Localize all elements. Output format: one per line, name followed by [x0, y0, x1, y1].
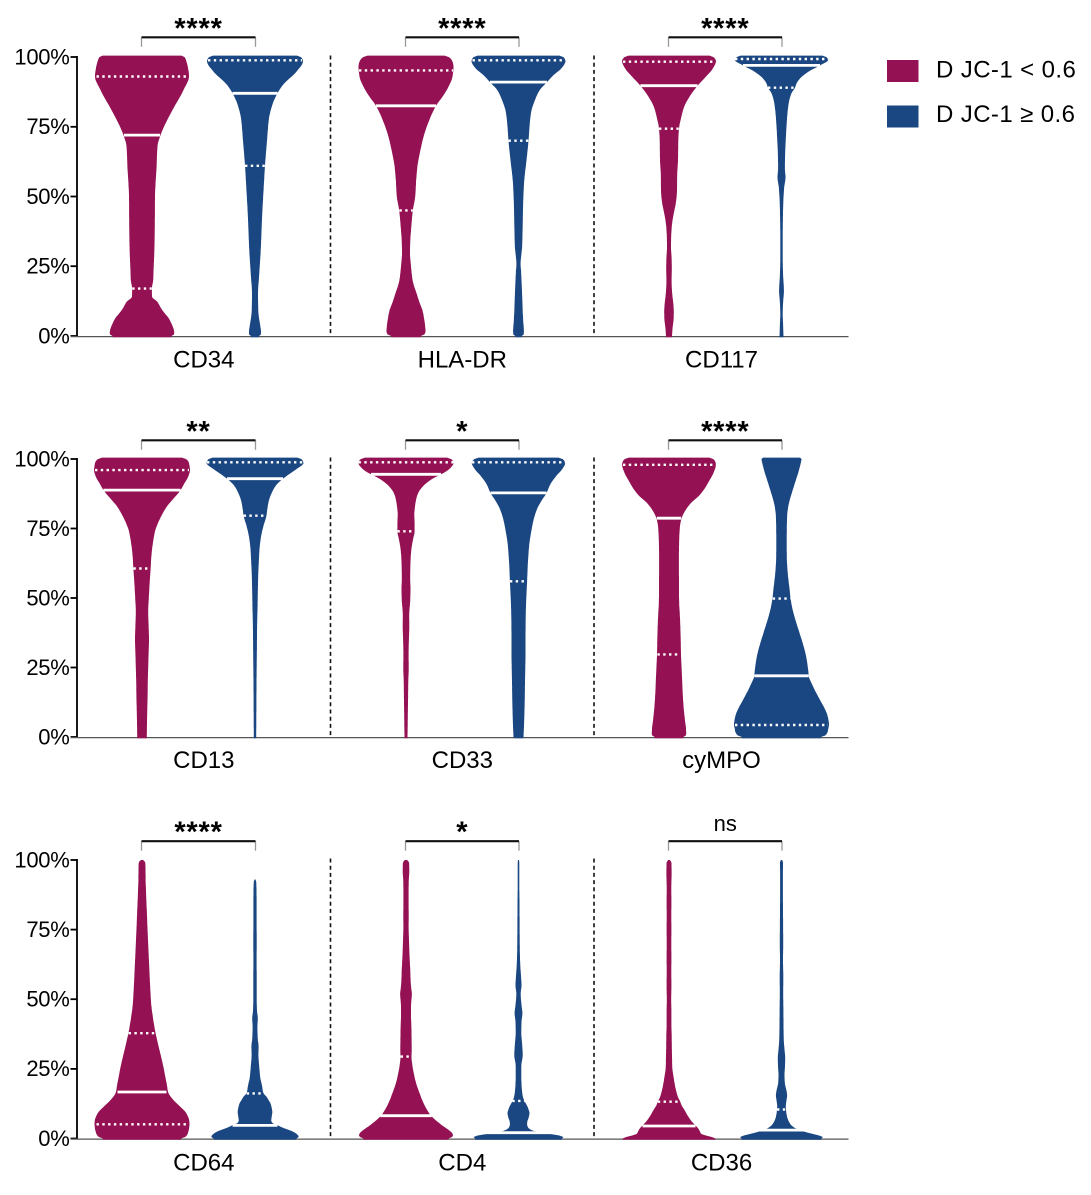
svg-text:0%: 0% — [38, 724, 69, 749]
svg-text:75%: 75% — [26, 917, 69, 942]
svg-text:0%: 0% — [38, 323, 69, 348]
svg-text:CD117: CD117 — [685, 347, 758, 374]
svg-text:**: ** — [186, 416, 210, 448]
svg-text:CD13: CD13 — [173, 747, 234, 774]
svg-text:0%: 0% — [38, 1126, 69, 1151]
svg-text:****: **** — [174, 817, 222, 849]
svg-text:50%: 50% — [26, 585, 69, 610]
svg-text:*: * — [456, 817, 468, 849]
svg-text:100%: 100% — [14, 44, 69, 69]
svg-text:D JC-1 < 0.6: D JC-1 < 0.6 — [936, 57, 1076, 84]
svg-text:ns: ns — [714, 811, 737, 836]
svg-text:D JC-1 ≥ 0.6: D JC-1 ≥ 0.6 — [936, 101, 1075, 128]
svg-text:HLA-DR: HLA-DR — [418, 347, 507, 374]
svg-text:CD4: CD4 — [438, 1150, 486, 1177]
svg-text:****: **** — [701, 416, 749, 448]
svg-text:cyMPO: cyMPO — [682, 747, 761, 774]
svg-text:25%: 25% — [26, 253, 69, 278]
svg-text:50%: 50% — [26, 986, 69, 1011]
svg-text:CD36: CD36 — [691, 1150, 752, 1177]
svg-text:75%: 75% — [26, 516, 69, 541]
svg-text:****: **** — [438, 13, 486, 45]
svg-text:25%: 25% — [26, 655, 69, 680]
svg-text:CD33: CD33 — [432, 747, 493, 774]
svg-text:100%: 100% — [14, 446, 69, 471]
svg-text:CD34: CD34 — [173, 347, 234, 374]
svg-text:25%: 25% — [26, 1056, 69, 1081]
svg-text:50%: 50% — [26, 184, 69, 209]
svg-text:****: **** — [701, 13, 749, 45]
svg-text:CD64: CD64 — [173, 1150, 234, 1177]
svg-text:100%: 100% — [14, 847, 69, 872]
svg-text:75%: 75% — [26, 114, 69, 139]
svg-text:*: * — [456, 416, 468, 448]
svg-text:****: **** — [174, 13, 222, 45]
